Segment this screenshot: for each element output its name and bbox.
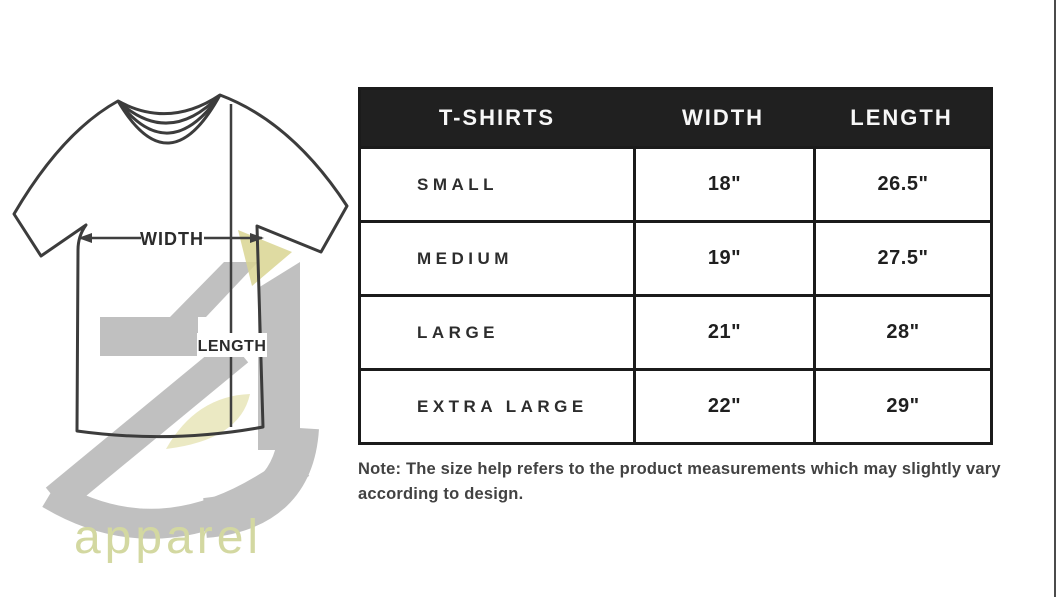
logo-z-diagonal	[45, 337, 249, 513]
screenshot-right-edge-line	[1054, 0, 1056, 597]
logo-z-top-bar	[100, 317, 198, 356]
length-value-medium: 27.5"	[877, 247, 929, 269]
table-row-medium-width: 19"	[633, 220, 813, 294]
column-header-width: WIDTH	[681, 105, 765, 130]
width-label: WIDTH	[140, 229, 204, 249]
table-row-large-length: 28"	[813, 294, 990, 368]
tshirt-diagram-svg: WIDTH LENGTH apparel	[12, 93, 349, 564]
width-arrowhead-left	[78, 233, 92, 243]
table-row-small-width: 18"	[633, 146, 813, 220]
length-label: LENGTH	[198, 338, 267, 355]
size-label-small: SMALL	[417, 174, 499, 194]
brand-wordmark: apparel	[74, 511, 262, 564]
length-value-extra-large: 29"	[886, 395, 920, 417]
tshirt-outline	[12, 93, 349, 439]
brand-watermark-zj-logo	[42, 262, 319, 539]
length-value-small: 26.5"	[877, 173, 929, 195]
width-value-large: 21"	[707, 321, 742, 343]
column-header-tshirts: T-SHIRTS	[438, 105, 556, 130]
table-row-large-width: 21"	[633, 294, 813, 368]
logo-j-hook	[202, 426, 319, 538]
logo-j-stem	[258, 262, 300, 450]
width-value-extra-large: 22"	[707, 395, 742, 417]
width-value-medium: 19"	[707, 247, 742, 269]
table-row-large-size: LARGE	[361, 294, 633, 368]
size-label-medium: MEDIUM	[417, 248, 513, 268]
table-row-medium-size: MEDIUM	[361, 220, 633, 294]
width-arrowhead-right	[250, 233, 264, 243]
tshirt-measurement-diagram: WIDTH LENGTH apparel	[0, 0, 360, 597]
collar-rib-3	[116, 94, 222, 145]
tshirt-body-fill	[14, 95, 347, 437]
table-row-medium-length: 27.5"	[813, 220, 990, 294]
measurement-annotations: WIDTH LENGTH	[78, 104, 267, 427]
size-note: Note: The size help refers to the produc…	[358, 460, 1001, 503]
column-header-length: LENGTH	[850, 105, 953, 130]
size-label-extra-large: EXTRA LARGE	[417, 396, 588, 416]
collar-rib-1	[116, 93, 222, 125]
logo-yellow-triangle	[238, 230, 292, 286]
table-row-extra-large-width: 22"	[633, 368, 813, 442]
length-value-large: 28"	[886, 321, 920, 343]
logo-z-rise	[170, 262, 258, 317]
table-row-small-length: 26.5"	[813, 146, 990, 220]
table-header-row: T-SHIRTS WIDTH LENGTH	[361, 90, 990, 146]
width-value-small: 18"	[707, 173, 742, 195]
table-row-small-size: SMALL	[361, 146, 633, 220]
size-label-large: LARGE	[417, 322, 499, 342]
collar-rib-2	[116, 94, 222, 135]
table-row-extra-large-length: 29"	[813, 368, 990, 442]
length-label-bg	[197, 333, 267, 357]
size-chart-table: T-SHIRTS WIDTH LENGTH SMALL 18" 26.5" ME…	[358, 87, 993, 445]
table-row-extra-large-size: EXTRA LARGE	[361, 368, 633, 442]
